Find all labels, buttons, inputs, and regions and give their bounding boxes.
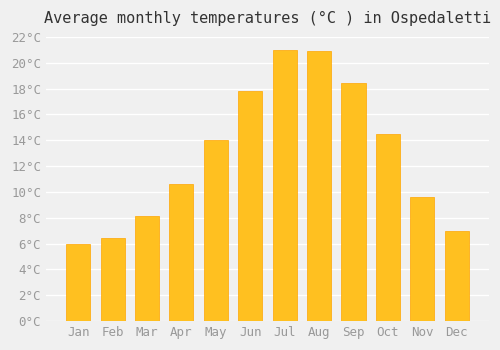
Bar (204, 140, 228, 321)
Bar (238, 91, 262, 321)
Bar (170, 184, 194, 321)
Bar (342, 84, 365, 321)
Bar (272, 50, 296, 321)
Bar (376, 134, 400, 321)
Bar (135, 216, 159, 321)
Bar (410, 197, 434, 321)
Bar (100, 238, 124, 321)
Bar (307, 51, 331, 321)
Bar (66, 244, 90, 321)
Bar (444, 231, 469, 321)
Title: Average monthly temperatures (°C ) in Ospedaletti: Average monthly temperatures (°C ) in Os… (44, 11, 491, 26)
